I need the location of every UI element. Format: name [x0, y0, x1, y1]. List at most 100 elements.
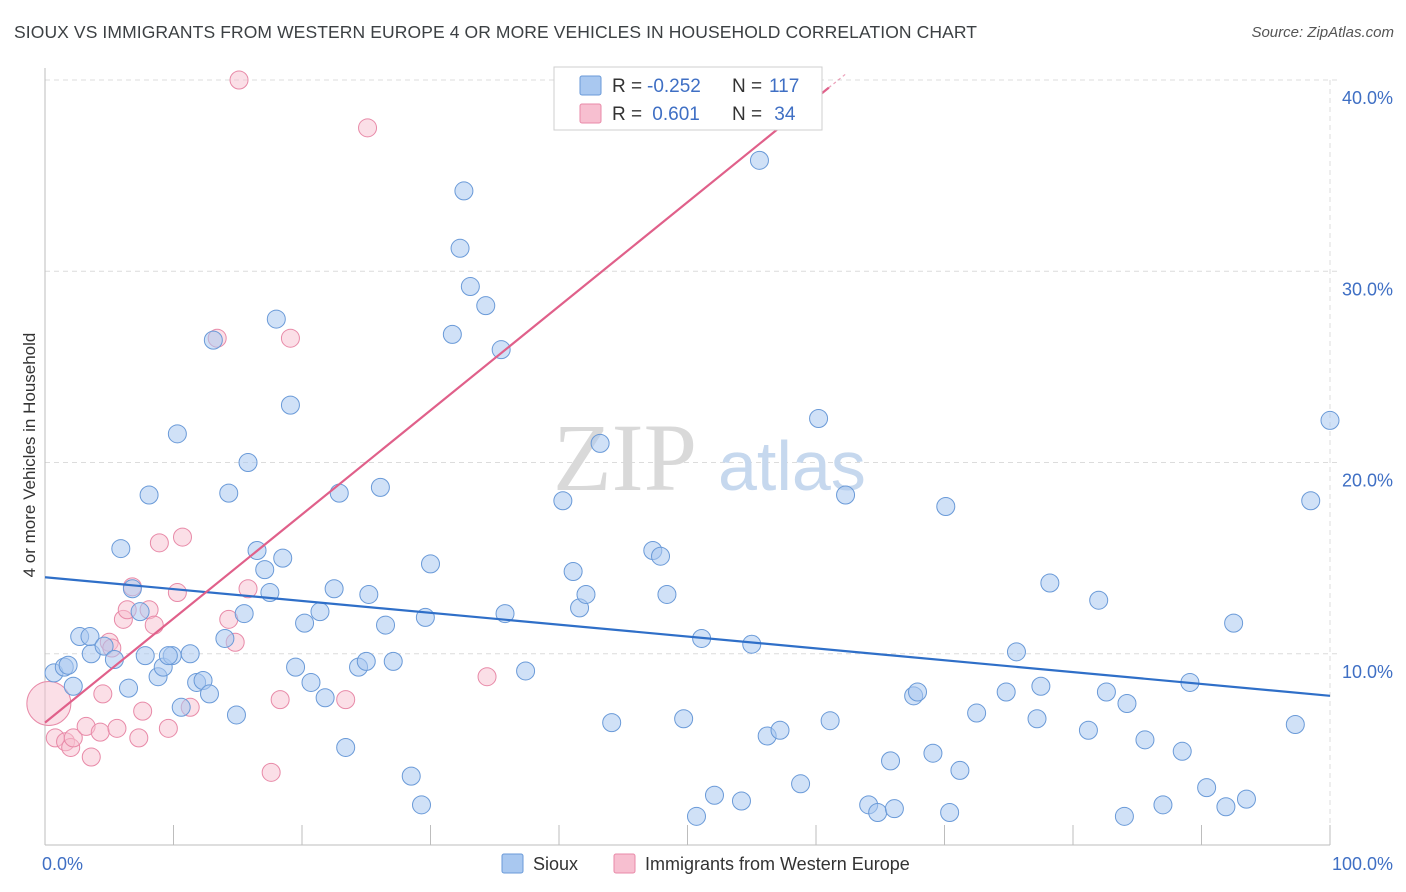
- point-sioux: [266, 309, 286, 329]
- point-sioux: [1117, 693, 1137, 713]
- point-sioux: [476, 296, 496, 316]
- point-sioux: [255, 560, 275, 580]
- point-immigrants: [261, 762, 281, 782]
- point-sioux: [301, 672, 321, 692]
- point-sioux: [1006, 642, 1026, 662]
- gridlines: [45, 79, 1338, 845]
- point-sioux: [315, 688, 335, 708]
- point-sioux: [234, 604, 254, 624]
- point-sioux: [1031, 676, 1051, 696]
- point-sioux: [203, 330, 223, 350]
- trend-lines: [44, 72, 1331, 724]
- point-sioux: [359, 584, 379, 604]
- point-sioux: [996, 682, 1016, 702]
- point-sioux: [1114, 806, 1134, 826]
- point-sioux: [516, 661, 536, 681]
- point-immigrants: [63, 728, 83, 748]
- point-sioux: [80, 627, 100, 647]
- bottom-legend-label-sioux: Sioux: [533, 854, 578, 874]
- point-sioux: [130, 602, 150, 622]
- point-sioux: [401, 766, 421, 786]
- point-sioux: [135, 646, 155, 666]
- point-sioux: [651, 546, 671, 566]
- point-immigrants: [129, 728, 149, 748]
- point-sioux: [58, 655, 78, 675]
- point-sioux: [1216, 797, 1236, 817]
- point-sioux: [1172, 741, 1192, 761]
- point-sioux: [657, 584, 677, 604]
- point-immigrants: [107, 718, 127, 738]
- point-sioux: [576, 584, 596, 604]
- point-sioux: [1135, 730, 1155, 750]
- point-sioux: [356, 651, 376, 671]
- point-sioux: [881, 751, 901, 771]
- legend-swatch-sioux: [579, 75, 602, 96]
- y-tick-label: 30.0%: [1342, 279, 1393, 299]
- legend-r-label-immigrants: R =: [612, 104, 642, 125]
- point-sioux: [908, 682, 928, 702]
- point-immigrants: [133, 701, 153, 721]
- trend-extension-immigrants: [828, 72, 848, 89]
- y-tick-labels: 10.0% 20.0% 30.0% 40.0%: [1342, 88, 1393, 682]
- point-sioux: [836, 485, 856, 505]
- point-sioux: [122, 579, 142, 599]
- point-sioux: [215, 628, 235, 648]
- source-credit: Source: ZipAtlas.com: [1251, 24, 1394, 41]
- point-immigrants: [158, 718, 178, 738]
- point-sioux: [219, 483, 239, 503]
- point-immigrants: [477, 667, 497, 687]
- legend-r-value-immigrants: 0.601: [647, 104, 700, 125]
- point-sioux: [704, 785, 724, 805]
- point-sioux: [370, 477, 390, 497]
- point-sioux: [238, 453, 258, 472]
- point-sioux: [111, 539, 131, 559]
- point-sioux: [686, 806, 706, 826]
- point-immigrants: [229, 70, 249, 90]
- bottom-legend: Sioux Immigrants from Western Europe: [501, 853, 910, 874]
- point-immigrants: [172, 527, 192, 547]
- point-immigrants: [90, 722, 110, 742]
- point-immigrants: [358, 118, 378, 138]
- point-immigrants: [280, 328, 300, 348]
- point-immigrants: [167, 583, 187, 603]
- point-sioux: [226, 705, 246, 725]
- chart-title: SIOUX VS IMMIGRANTS FROM WESTERN EUROPE …: [14, 22, 978, 42]
- trend-line-sioux: [44, 576, 1331, 697]
- point-sioux: [167, 424, 187, 444]
- y-tick-label: 20.0%: [1342, 471, 1393, 491]
- point-sioux: [936, 496, 956, 516]
- point-sioux: [171, 697, 191, 717]
- trend-line-immigrants: [44, 86, 830, 724]
- point-sioux: [742, 634, 762, 654]
- point-sioux: [868, 802, 888, 822]
- point-sioux: [809, 409, 829, 429]
- legend-n-label-immigrants: N =: [732, 104, 762, 125]
- point-sioux: [1096, 682, 1116, 702]
- point-sioux: [495, 604, 515, 624]
- point-sioux: [553, 491, 573, 511]
- point-sioux: [590, 433, 610, 453]
- point-immigrants: [336, 690, 356, 710]
- point-sioux: [1078, 720, 1098, 740]
- legend-swatch-immigrants: [579, 103, 602, 124]
- point-sioux: [1285, 715, 1305, 735]
- point-sioux: [460, 277, 480, 297]
- y-axis-title: 4 or more Vehicles in Household: [20, 333, 39, 578]
- point-sioux: [1320, 410, 1340, 430]
- point-sioux: [158, 646, 178, 666]
- legend-r-label-sioux: R =: [612, 76, 642, 97]
- x-tick-label: 100.0%: [1332, 854, 1393, 874]
- point-sioux: [329, 483, 349, 503]
- point-immigrants: [144, 615, 164, 635]
- point-sioux: [563, 562, 583, 582]
- bottom-legend-swatch-sioux: [501, 853, 524, 874]
- x-tick-label: 0.0%: [42, 854, 83, 874]
- bottom-legend-label-immigrants: Immigrants from Western Europe: [645, 854, 910, 874]
- y-tick-label: 40.0%: [1342, 88, 1393, 108]
- y-tick-label: 10.0%: [1342, 662, 1393, 682]
- point-sioux: [770, 720, 790, 740]
- point-immigrants: [149, 533, 169, 553]
- point-sioux: [63, 676, 83, 696]
- point-sioux: [376, 615, 396, 635]
